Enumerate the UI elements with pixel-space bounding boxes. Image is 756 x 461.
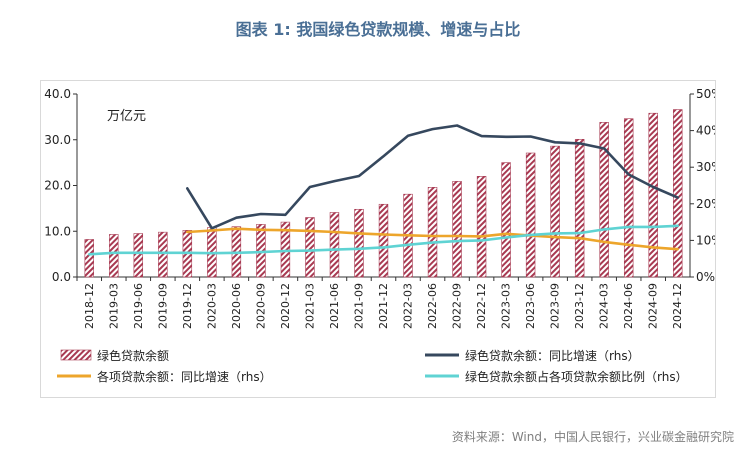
line-green-loan-growth bbox=[186, 124, 679, 230]
bar bbox=[501, 162, 511, 278]
x-tick-label: 2019-12 bbox=[181, 283, 194, 329]
y2-tick-label: 50% bbox=[696, 87, 715, 101]
bar bbox=[427, 187, 438, 278]
x-tick-label: 2022-06 bbox=[426, 283, 439, 329]
y-tick-label: 30.0 bbox=[44, 133, 71, 147]
bar bbox=[648, 112, 658, 278]
legend-label: 绿色贷款余额 bbox=[97, 348, 169, 363]
x-tick-label: 2022-12 bbox=[475, 283, 488, 329]
x-tick-label: 2024-09 bbox=[647, 283, 660, 329]
x-tick-label: 2021-06 bbox=[328, 283, 341, 329]
line-all-loan-growth bbox=[186, 227, 679, 251]
line-green-loan-share bbox=[88, 224, 679, 256]
bar bbox=[623, 118, 634, 278]
x-tick-label: 2018-12 bbox=[83, 283, 96, 329]
y2-tick-label: 40% bbox=[696, 124, 715, 138]
x-tick-label: 2020-03 bbox=[205, 283, 218, 329]
bar bbox=[84, 239, 94, 278]
x-tick-label: 2024-12 bbox=[671, 283, 684, 329]
x-tick-label: 2021-03 bbox=[303, 283, 316, 329]
bar bbox=[452, 181, 462, 278]
bar bbox=[158, 231, 168, 278]
bar bbox=[378, 203, 389, 278]
bar bbox=[329, 212, 340, 278]
y-tick-label: 0.0 bbox=[52, 270, 71, 284]
x-tick-label: 2021-12 bbox=[377, 283, 390, 329]
bar bbox=[574, 138, 585, 278]
bar bbox=[305, 217, 315, 278]
x-tick-label: 2019-03 bbox=[107, 283, 120, 329]
x-tick-label: 2023-06 bbox=[524, 283, 537, 329]
x-tick-label: 2023-09 bbox=[549, 283, 562, 329]
bar bbox=[476, 176, 487, 278]
y2-tick-label: 10% bbox=[696, 233, 715, 247]
legend-label: 绿色贷款余额占各项贷款余额比例（rhs） bbox=[465, 369, 688, 384]
source-note: 资料来源：Wind，中国人民银行，兴业碳金融研究院 bbox=[451, 430, 734, 444]
bar bbox=[133, 233, 144, 278]
legend-swatch-bar bbox=[60, 349, 92, 361]
x-tick-label: 2020-09 bbox=[254, 283, 267, 329]
bar bbox=[280, 221, 291, 278]
y-tick-label: 20.0 bbox=[44, 179, 71, 193]
y2-tick-label: 30% bbox=[696, 160, 715, 174]
legend-label: 各项贷款余额：同比增速（rhs） bbox=[97, 369, 272, 384]
y2-tick-label: 0% bbox=[696, 270, 715, 284]
x-tick-label: 2024-06 bbox=[622, 283, 635, 329]
bar bbox=[550, 145, 560, 278]
x-tick-label: 2019-09 bbox=[156, 283, 169, 329]
chart-title: 图表 1: 我国绿色贷款规模、增速与占比 bbox=[235, 20, 521, 39]
x-tick-label: 2023-12 bbox=[573, 283, 586, 329]
x-tick-label: 2023-03 bbox=[500, 283, 513, 329]
y-tick-label: 40.0 bbox=[44, 87, 71, 101]
y2-tick-label: 20% bbox=[696, 197, 715, 211]
chart-frame: 40.0 30.0 20.0 10.0 0.0 50% 40% 30% 20% 10% 0% 万亿元 2… bbox=[40, 80, 716, 398]
x-tick-label: 2020-12 bbox=[279, 283, 292, 329]
bar bbox=[109, 234, 119, 278]
legend-label: 绿色贷款余额：同比增速（rhs） bbox=[465, 348, 640, 363]
bar bbox=[599, 122, 609, 278]
x-tick-label: 2020-06 bbox=[230, 283, 243, 329]
x-tick-label: 2022-09 bbox=[451, 283, 464, 329]
y-tick-label: 10.0 bbox=[44, 224, 71, 238]
bar bbox=[673, 109, 683, 278]
chart-svg: 40.0 30.0 20.0 10.0 0.0 50% 40% 30% 20% 10% 0% 万亿元 2… bbox=[44, 87, 715, 384]
x-tick-label: 2021-09 bbox=[352, 283, 365, 329]
x-tick-label: 2024-03 bbox=[598, 283, 611, 329]
unit-label: 万亿元 bbox=[107, 109, 146, 124]
bar bbox=[525, 152, 536, 278]
x-tick-label: 2022-03 bbox=[402, 283, 415, 329]
x-tick-label: 2019-06 bbox=[132, 283, 145, 329]
bar bbox=[354, 208, 364, 278]
